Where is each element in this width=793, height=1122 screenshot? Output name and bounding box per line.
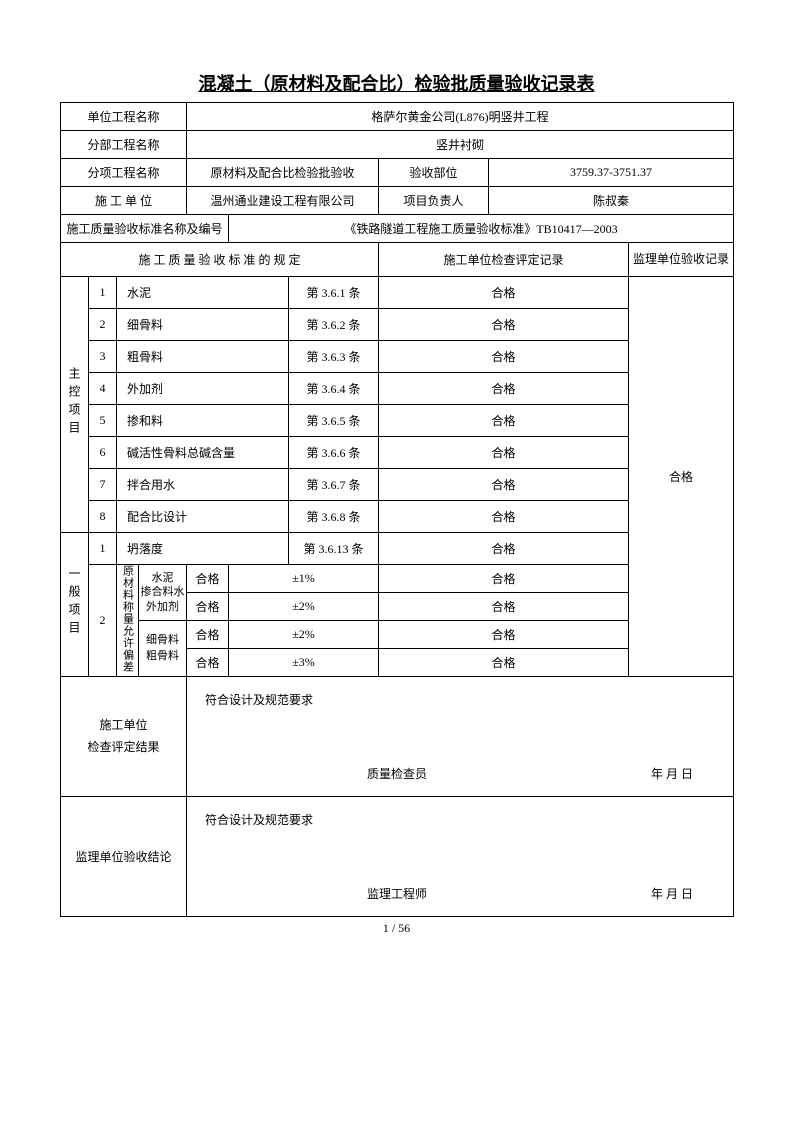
accept-part-label: 验收部位 [379, 159, 489, 187]
general-label: 一般项目 [61, 533, 89, 677]
main-result-8: 合格 [379, 501, 629, 533]
inspector-label: 质量检查员 [367, 765, 427, 782]
constructor-value: 温州通业建设工程有限公司 [187, 187, 379, 215]
main-clause-4: 第 3.6.4 条 [289, 373, 379, 405]
standard-value: 《铁路隧道工程施工质量验收标准》TB10417—2003 [229, 215, 734, 243]
main-label: 主控项目 [61, 277, 89, 533]
slump-num: 1 [89, 533, 117, 565]
supervise-result-label: 监理单位验收结论 [61, 797, 187, 917]
tol-group-label: 原材料称量允许偏差 [117, 565, 139, 677]
tol-result-2: 合格 [379, 593, 629, 621]
supervise-header: 监理单位验收记录 [629, 243, 734, 277]
supervise-result-text: 符合设计及规范要求 [205, 811, 715, 828]
slump-clause: 第 3.6.13 条 [289, 533, 379, 565]
tol-result-3: 合格 [379, 621, 629, 649]
main-name-8: 配合比设计 [117, 501, 289, 533]
main-result-5: 合格 [379, 405, 629, 437]
tol-ok-3: 合格 [187, 621, 229, 649]
main-clause-7: 第 3.6.7 条 [289, 469, 379, 501]
manager-value: 陈叔秦 [489, 187, 734, 215]
tol-val-2: ±2% [229, 593, 379, 621]
engineer-date: 年 月 日 [651, 885, 693, 902]
tol-result-4: 合格 [379, 649, 629, 677]
check-result-cell: 符合设计及规范要求 质量检查员 年 月 日 [187, 677, 734, 797]
main-clause-2: 第 3.6.2 条 [289, 309, 379, 341]
main-name-5: 掺和料 [117, 405, 289, 437]
unit-project-value: 格萨尔黄金公司(L876)明竖井工程 [187, 103, 734, 131]
check-result-label: 施工单位检查评定结果 [61, 677, 187, 797]
main-num-3: 3 [89, 341, 117, 373]
main-clause-8: 第 3.6.8 条 [289, 501, 379, 533]
manager-label: 项目负责人 [379, 187, 489, 215]
main-result-2: 合格 [379, 309, 629, 341]
main-num-6: 6 [89, 437, 117, 469]
sub-project-label: 分部工程名称 [61, 131, 187, 159]
tol-val-1: ±1% [229, 565, 379, 593]
supervise-result-cell: 符合设计及规范要求 监理工程师 年 月 日 [187, 797, 734, 917]
inspector-date: 年 月 日 [651, 765, 693, 782]
main-clause-1: 第 3.6.1 条 [289, 277, 379, 309]
tol-val-3: ±2% [229, 621, 379, 649]
main-num-4: 4 [89, 373, 117, 405]
main-result-6: 合格 [379, 437, 629, 469]
main-supervise: 合格 [629, 277, 734, 677]
main-num-8: 8 [89, 501, 117, 533]
inspection-table: 单位工程名称 格萨尔黄金公司(L876)明竖井工程 分部工程名称 竖井衬砌 分项… [60, 102, 734, 917]
tol-ok-1: 合格 [187, 565, 229, 593]
slump-result: 合格 [379, 533, 629, 565]
main-result-1: 合格 [379, 277, 629, 309]
accept-part-value: 3759.37-3751.37 [489, 159, 734, 187]
main-result-7: 合格 [379, 469, 629, 501]
constructor-label: 施 工 单 位 [61, 187, 187, 215]
spec-header: 施 工 质 量 验 收 标 准 的 规 定 [61, 243, 379, 277]
main-num-7: 7 [89, 469, 117, 501]
engineer-label: 监理工程师 [367, 885, 427, 902]
doc-title: 混凝土（原材料及配合比）检验批质量验收记录表 [60, 70, 733, 96]
main-name-6: 碱活性骨料总碱含量 [117, 437, 289, 469]
main-result-3: 合格 [379, 341, 629, 373]
item-project-label: 分项工程名称 [61, 159, 187, 187]
main-name-2: 细骨料 [117, 309, 289, 341]
main-result-4: 合格 [379, 373, 629, 405]
main-name-3: 粗骨料 [117, 341, 289, 373]
tol-val-4: ±3% [229, 649, 379, 677]
tol-sub2: 细骨料粗骨料 [139, 621, 187, 677]
main-name-1: 水泥 [117, 277, 289, 309]
check-result-text: 符合设计及规范要求 [205, 691, 715, 708]
tol-ok-4: 合格 [187, 649, 229, 677]
main-clause-5: 第 3.6.5 条 [289, 405, 379, 437]
standard-label: 施工质量验收标准名称及编号 [61, 215, 229, 243]
main-clause-6: 第 3.6.6 条 [289, 437, 379, 469]
tol-num: 2 [89, 565, 117, 677]
page-number: 1 / 56 [60, 921, 733, 936]
slump-name: 坍落度 [117, 533, 289, 565]
main-name-4: 外加剂 [117, 373, 289, 405]
unit-project-label: 单位工程名称 [61, 103, 187, 131]
main-num-1: 1 [89, 277, 117, 309]
main-num-2: 2 [89, 309, 117, 341]
tol-result-1: 合格 [379, 565, 629, 593]
item-project-value: 原材料及配合比检验批验收 [187, 159, 379, 187]
main-num-5: 5 [89, 405, 117, 437]
main-clause-3: 第 3.6.3 条 [289, 341, 379, 373]
main-name-7: 拌合用水 [117, 469, 289, 501]
check-header: 施工单位检查评定记录 [379, 243, 629, 277]
tol-sub1: 水泥掺合料水外加剂 [139, 565, 187, 621]
sub-project-value: 竖井衬砌 [187, 131, 734, 159]
tol-ok-2: 合格 [187, 593, 229, 621]
